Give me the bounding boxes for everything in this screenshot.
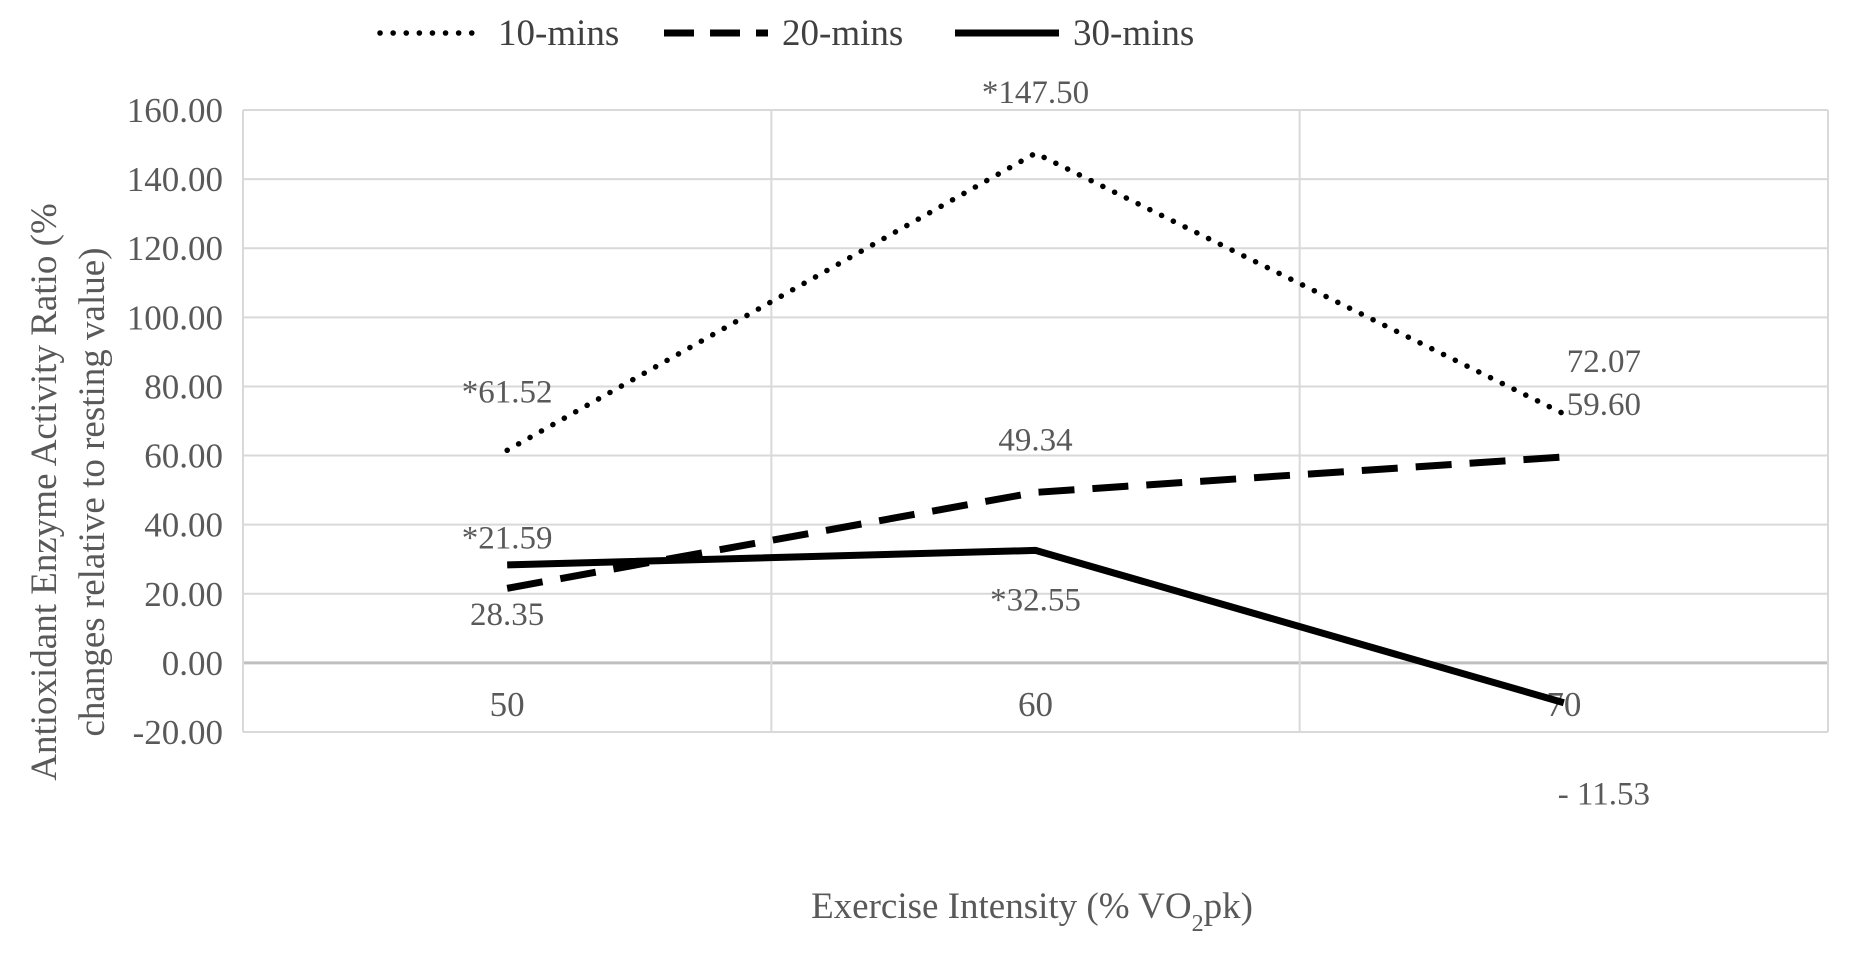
grid-lines [242,109,1829,733]
data-label-20-mins: 59.60 [1567,387,1641,423]
data-label-10-mins: 72.07 [1567,344,1641,380]
legend-label-30-mins: 30-mins [1073,13,1194,54]
legend-label-10-mins: 10-mins [498,13,619,54]
data-label-20-mins: 49.34 [998,422,1072,458]
x-tick-label: 70 [1546,685,1581,724]
x-axis-title: Exercise Intensity (% VO2pk) [811,886,1253,937]
y-tick-label: 100.00 [127,298,223,337]
x-tick-label: 50 [490,685,525,724]
x-axis-ticks: 50 60 70 [490,685,1582,724]
data-label-30-mins: *32.55 [990,582,1081,618]
data-label-20-mins: *21.59 [462,520,553,556]
series-line-20-mins [506,453,1565,592]
data-label-10-mins: *147.50 [982,75,1089,111]
series-line-30-mins [507,546,1565,707]
y-axis-title-line-2: changes relative to resting value) [72,247,113,736]
y-tick-label: 20.00 [144,575,223,614]
data-label-30-mins: - 11.53 [1558,777,1650,813]
series-line-10-mins [504,150,1567,454]
y-axis-ticks: -20.00 0.00 20.00 40.00 60.00 80.00 100.00 120.… [127,91,223,752]
legend: 10-mins 20-mins 30-mins [377,13,1194,54]
x-tick-label: 60 [1018,685,1053,724]
data-label-30-mins: 28.35 [470,597,544,633]
y-tick-label: 60.00 [144,437,223,476]
y-axis-title-line-1: Antioxidant Enzyme Activity Ratio (% [24,203,65,781]
y-tick-label: 160.00 [127,91,223,130]
y-tick-label: 140.00 [127,160,223,199]
y-tick-label: 80.00 [144,367,223,406]
series-lines [504,150,1567,707]
data-labels: *61.52 *147.50 72.07 *21.59 49.34 59.60 28.35 *… [462,75,1650,813]
y-tick-label: 120.00 [127,229,223,268]
y-tick-label: -20.00 [133,713,223,752]
y-tick-label: 40.00 [144,506,223,545]
data-label-10-mins: *61.52 [462,374,553,410]
y-tick-label: 0.00 [162,644,223,683]
legend-label-20-mins: 20-mins [782,13,903,54]
